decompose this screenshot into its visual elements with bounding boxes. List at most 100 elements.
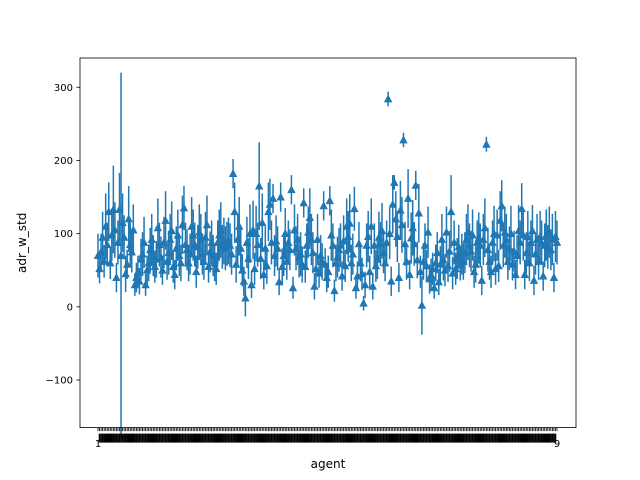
x-tick-label-mark: [330, 433, 333, 443]
x-tick-label-mark: [158, 433, 161, 443]
x-tick-label-mark: [437, 433, 440, 443]
data-point: [290, 225, 299, 234]
x-tick-label-mark: [385, 433, 388, 443]
x-tick-label-mark: [401, 433, 403, 443]
x-tick-label-mark: [470, 433, 472, 443]
x-tick-label-mark: [147, 433, 150, 443]
data-point: [236, 243, 245, 252]
x-tick-label-mark: [227, 433, 230, 443]
data-point: [393, 231, 402, 240]
x-tick-label-mark: [246, 433, 248, 443]
x-tick-label-mark: [350, 433, 353, 443]
data-point: [502, 234, 511, 243]
x-tick-label-mark: [454, 433, 457, 443]
data-point: [271, 236, 281, 245]
data-point: [345, 218, 354, 227]
data-point: [439, 255, 448, 264]
x-tick-label-mark: [356, 433, 359, 443]
data-point: [270, 251, 279, 260]
x-tick-label-mark: [121, 433, 124, 443]
data-point: [363, 231, 373, 240]
x-tick-label-mark: [482, 433, 485, 443]
x-tick-label-mark: [485, 433, 488, 443]
x-tick-label-mark: [255, 433, 257, 443]
data-point: [431, 258, 440, 267]
x-tick-label-mark: [192, 433, 194, 443]
x-tick-label-mark: [218, 433, 221, 443]
x-tick-label-mark: [384, 433, 386, 443]
x-tick-label-last: 9: [554, 439, 560, 450]
data-point: [142, 265, 152, 274]
data-point: [155, 240, 164, 249]
x-tick-label-mark: [428, 433, 431, 443]
x-tick-label-mark: [447, 433, 449, 443]
x-tick-label-mark: [164, 433, 167, 443]
x-tick-label-mark: [404, 433, 406, 443]
x-tick-label-mark: [554, 433, 557, 443]
data-point: [313, 234, 322, 243]
x-tick-label-mark: [129, 433, 132, 443]
x-tick-label-mark: [551, 433, 554, 443]
data-point: [362, 240, 371, 249]
x-tick-label-mark: [499, 433, 502, 443]
data-point: [150, 261, 159, 270]
data-point: [175, 251, 184, 260]
x-tick-label-mark: [215, 433, 218, 443]
data-point: [225, 240, 235, 249]
data-point: [104, 207, 113, 216]
x-tick-label-mark: [370, 433, 373, 443]
x-tick-label-mark: [266, 433, 268, 443]
x-tick-label-mark: [382, 433, 385, 443]
x-tick-label-mark: [371, 433, 374, 443]
x-tick-label-mark: [511, 433, 514, 443]
x-tick-label-mark: [172, 433, 175, 443]
x-tick-label-mark: [419, 433, 422, 443]
x-tick-label-mark: [387, 433, 389, 443]
data-point: [119, 232, 129, 241]
x-tick-label-mark: [286, 433, 288, 443]
data-point: [500, 227, 510, 236]
data-point: [440, 265, 450, 274]
x-tick-label-mark: [232, 433, 234, 443]
x-tick-label-mark: [120, 433, 122, 443]
data-point: [429, 283, 439, 292]
x-tick-label-mark: [543, 433, 546, 443]
x-tick-label-mark: [107, 433, 110, 443]
x-tick-label-mark: [531, 433, 534, 443]
data-point: [161, 215, 170, 224]
data-point: [354, 239, 364, 248]
data-point: [145, 245, 155, 254]
data-point: [471, 259, 480, 268]
x-tick-label-mark: [226, 433, 228, 443]
data-point: [348, 249, 358, 258]
x-tick-label-mark: [523, 433, 526, 443]
data-point: [356, 258, 365, 267]
data-point: [215, 230, 224, 239]
x-tick-label-mark: [258, 433, 260, 443]
data-point: [529, 275, 539, 284]
data-point: [339, 236, 348, 245]
data-point: [413, 255, 422, 264]
x-tick-label-mark: [453, 433, 455, 443]
x-tick-label-mark: [270, 433, 273, 443]
data-point: [390, 177, 399, 186]
x-tick-label-mark: [195, 433, 198, 443]
x-tick-label-mark: [493, 433, 495, 443]
x-tick-label-mark: [520, 433, 523, 443]
data-point: [423, 227, 433, 236]
x-tick-label-mark: [321, 433, 323, 443]
x-tick-label-mark: [193, 433, 196, 443]
x-tick-label-mark: [166, 433, 168, 443]
data-point: [486, 267, 496, 276]
x-tick-label-mark: [210, 433, 213, 443]
data-point: [179, 203, 189, 212]
x-tick-label-mark: [302, 433, 305, 443]
x-tick-label-mark: [149, 433, 151, 443]
x-tick-label-mark: [278, 433, 280, 443]
x-tick-label-mark: [513, 433, 515, 443]
x-tick-label-mark: [504, 433, 506, 443]
data-point: [299, 198, 308, 207]
data-point: [376, 239, 385, 248]
data-point: [411, 180, 420, 189]
